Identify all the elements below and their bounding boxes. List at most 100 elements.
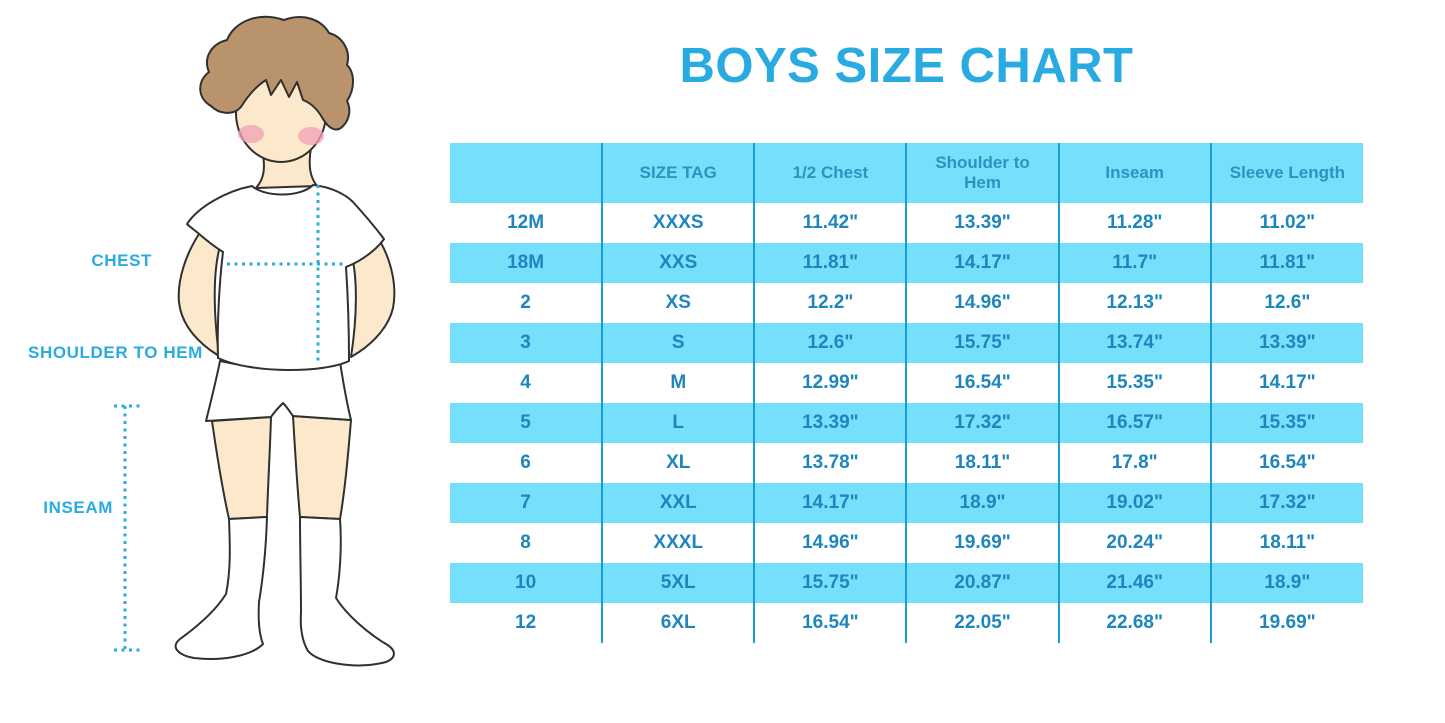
table-cell: XS [601, 283, 755, 323]
column-header: Inseam [1057, 143, 1211, 203]
table-cell: 11.42" [753, 203, 907, 243]
table-cell: 15.35" [1057, 363, 1211, 403]
table-cell: 17.32" [1209, 483, 1363, 523]
table-cell: 6XL [601, 603, 755, 643]
table-cell: 11.81" [753, 243, 907, 283]
table-cell: 16.54" [905, 363, 1059, 403]
table-cell: 15.75" [753, 563, 907, 603]
table-cell: 21.46" [1057, 563, 1211, 603]
tshirt-shape [186, 184, 385, 371]
table-cell: 18.11" [905, 443, 1059, 483]
right-leg-shape [292, 415, 352, 520]
table-cell: 13.74" [1057, 323, 1211, 363]
table-cell: 4 [520, 372, 531, 393]
table-cell: 12.99" [753, 363, 907, 403]
left-arm-shape [177, 233, 221, 357]
table-cell: 17.32" [905, 403, 1059, 443]
table-row: 6 XL 13.78" 18.11" 17.8" 16.54" [450, 443, 1363, 483]
table-cell: 14.17" [1209, 363, 1363, 403]
table-cell: 5 [450, 403, 603, 443]
table-cell: 13.39" [753, 403, 907, 443]
table-cell: 11.28" [1057, 203, 1211, 243]
table-cell: 12 [515, 612, 537, 633]
table-row: 8 XXXL 14.96" 19.69" 20.24" 18.11" [450, 523, 1363, 563]
table-cell: 7 [450, 483, 603, 523]
boy-illustration [114, 15, 396, 667]
blush-right [298, 127, 324, 145]
left-sock-shape [174, 516, 268, 660]
table-cell: 15.75" [905, 323, 1059, 363]
table-cell: 19.69" [905, 523, 1059, 563]
page-title: BOYS SIZE CHART [679, 39, 1134, 93]
table-cell: 18M [450, 243, 603, 283]
table-cell: 20.87" [905, 563, 1059, 603]
table-cell: 11.81" [1209, 243, 1363, 283]
table-cell: 5XL [601, 563, 755, 603]
column-header: 1/2 Chest [753, 143, 907, 203]
table-cell: 11.7" [1057, 243, 1211, 283]
table-cell: 13.39" [905, 203, 1059, 243]
table-cell: 19.69" [1209, 603, 1363, 643]
table-cell: 18.9" [1209, 563, 1363, 603]
table-cell: XXXS [601, 203, 755, 243]
column-header [450, 143, 603, 203]
table-cell: 2 [520, 292, 531, 313]
column-header: SIZE TAG [601, 143, 755, 203]
table-cell: 6 [520, 452, 531, 473]
table-cell: 12M [507, 212, 545, 233]
table-cell: 12.2" [753, 283, 907, 323]
chest-label: CHEST [91, 251, 152, 270]
table-cell: 10 [450, 563, 603, 603]
table-cell: 11.02" [1209, 203, 1363, 243]
table-cell: 18.9" [905, 483, 1059, 523]
table-cell: 20.24" [1057, 523, 1211, 563]
table-cell: 14.17" [753, 483, 907, 523]
table-cell: 18.11" [1209, 523, 1363, 563]
table-cell: 15.35" [1209, 403, 1363, 443]
table-cell: 13.78" [753, 443, 907, 483]
table-row: 18M XXS 11.81" 14.17" 11.7" 11.81" [450, 243, 1363, 283]
table-cell: XL [601, 443, 755, 483]
table-row: 12 6XL 16.54" 22.05" 22.68" 19.69" [450, 603, 1363, 643]
table-cell: 16.54" [753, 603, 907, 643]
hair-shape [199, 15, 354, 131]
table-header-row: SIZE TAG 1/2 Chest Shoulder to Hem Inseam Sl… [450, 143, 1363, 203]
table-cell: XXL [601, 483, 755, 523]
table-cell: L [601, 403, 755, 443]
table-row: 3 S 12.6" 15.75" 13.74" 13.39" [450, 323, 1363, 363]
size-table: SIZE TAG 1/2 Chest Shoulder to Hem Inseam Sl… [450, 143, 1363, 643]
size-table-body: 12M XXXS 11.42" 13.39" 11.28" 11.02" 18M XXS 11.… [450, 203, 1363, 643]
table-row: 5 L 13.39" 17.32" 16.57" 15.35" [450, 403, 1363, 443]
table-cell: 12.6" [753, 323, 907, 363]
table-row: 12M XXXS 11.42" 13.39" 11.28" 11.02" [450, 203, 1363, 243]
table-cell: XXS [601, 243, 755, 283]
table-cell: 22.68" [1057, 603, 1211, 643]
table-cell: 16.54" [1209, 443, 1363, 483]
table-cell: 14.17" [905, 243, 1059, 283]
shoulder-to-hem-label: SHOULDER TO HEM [28, 343, 203, 362]
table-cell: 14.96" [753, 523, 907, 563]
table-cell: 14.96" [905, 283, 1059, 323]
left-leg-shape [211, 416, 272, 520]
column-header: Shoulder to Hem [905, 143, 1059, 203]
table-row: 10 5XL 15.75" 20.87" 21.46" 18.9" [450, 563, 1363, 603]
table-cell: 13.39" [1209, 323, 1363, 363]
table-cell: XXXL [601, 523, 755, 563]
table-cell: M [601, 363, 755, 403]
right-sock-shape [299, 516, 395, 667]
inseam-label: INSEAM [43, 498, 113, 517]
table-cell: 17.8" [1057, 443, 1211, 483]
table-cell: 12.6" [1209, 283, 1363, 323]
measurement-figure: CHEST SHOULDER TO HEM INSEAM [0, 0, 450, 723]
table-cell: 3 [450, 323, 603, 363]
table-row: 2 XS 12.2" 14.96" 12.13" 12.6" [450, 283, 1363, 323]
table-cell: 12.13" [1057, 283, 1211, 323]
table-cell: S [601, 323, 755, 363]
blush-left [238, 125, 264, 143]
table-cell: 16.57" [1057, 403, 1211, 443]
table-row: 4 M 12.99" 16.54" 15.35" 14.17" [450, 363, 1363, 403]
table-cell: 8 [520, 532, 531, 553]
right-arm-shape [350, 242, 396, 358]
table-cell: 22.05" [905, 603, 1059, 643]
